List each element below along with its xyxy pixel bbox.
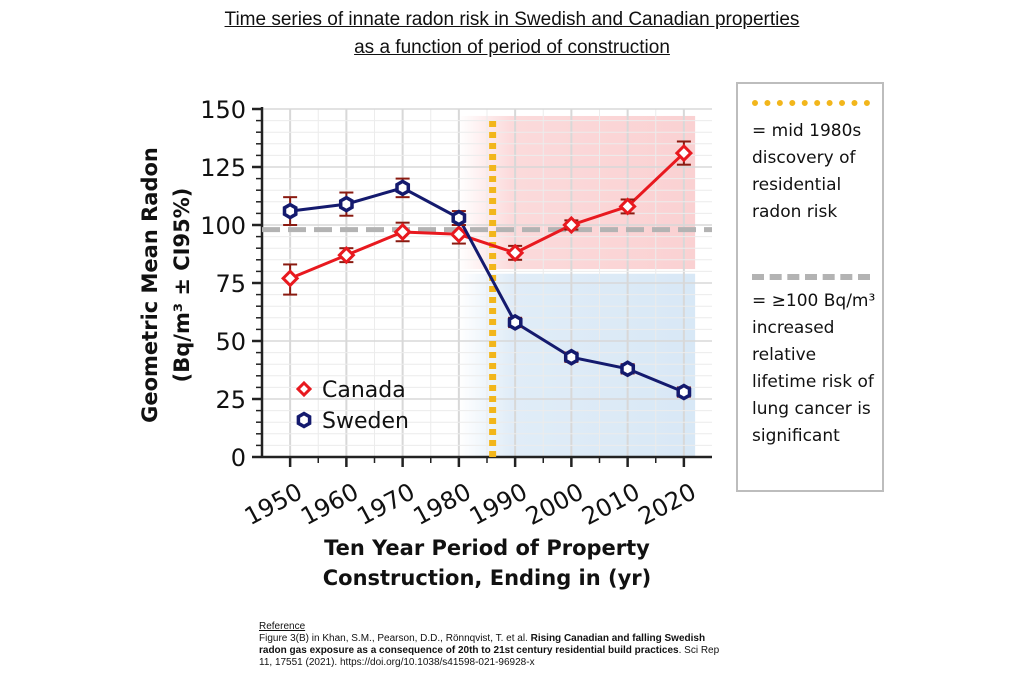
orange-key-text: = mid 1980s discovery of residential rad… [752,121,862,222]
x-tick-label: 1980 [409,478,476,531]
sweden-point [451,209,467,227]
canada-point [393,222,412,242]
y-axis-title-line-2: (Bq/m³ ± CI95%) [170,188,194,383]
y-tick-label: 125 [200,154,246,182]
title-line-2: as a function of period of construction [354,37,670,58]
x-tick-label: 2010 [577,478,644,531]
sweden-point [507,313,523,331]
reference-citation: Reference Figure 3(B) in Khan, S.M., Pea… [259,621,729,669]
y-tick-label: 50 [215,328,246,356]
reference-paper-title: Rising Canadian and falling Swedish rado… [259,633,706,656]
sweden-point [563,348,579,366]
y-tick-label: 0 [231,444,246,472]
canada-point [449,225,468,244]
reference-label: Reference [259,621,306,632]
x-tick-label: 2000 [521,478,588,531]
title-line-1: Time series of innate radon risk in Swed… [224,9,800,30]
chart-title: Time series of innate radon risk in Swed… [0,6,1024,62]
grey-key-text: = ≥100 Bq/m³ increased relative lifetime… [752,291,876,446]
canada-point [618,197,637,216]
sweden-point [338,195,354,213]
canada-point [562,215,581,235]
x-axis-title-line-1: Ten Year Period of Property [324,536,650,560]
x-tick-label: 1950 [240,478,307,531]
reference-key-box: = mid 1980s discovery of residential rad… [736,82,884,492]
y-tick-label: 100 [200,212,246,240]
x-tick-label: 2020 [634,478,701,531]
radon-line-chart: Canada Sweden 0 25 50 75 100 125 150 19501960197… [138,96,712,590]
canada-point [674,143,693,163]
x-tick-label: 1960 [296,478,363,531]
sweden-point [282,202,298,220]
reference-suffix: . Sci Rep 11, 17551 (2021). https://doi.… [259,645,720,668]
sweden-point [676,383,692,401]
canada-series-line [289,151,685,280]
canada-legend-label: Canada [322,378,406,403]
canada-point [337,246,356,265]
sweden-legend-marker [296,411,312,429]
reference-body: Figure 3(B) in Khan, S.M., Pearson, D.D.… [259,633,719,668]
sweden-legend-label: Sweden [322,409,409,434]
x-tick-label: 1990 [465,478,532,531]
canada-point [281,269,300,288]
sweden-series-line [289,186,685,394]
y-tick-label: 150 [200,96,246,124]
reference-prefix: Figure 3(B) in Khan, S.M., Pearson, D.D.… [259,633,531,644]
y-tick-label: 75 [215,270,246,298]
grey-dashed-key-swatch [752,274,870,280]
x-tick-label: 1970 [352,478,419,531]
y-tick-label: 25 [215,386,246,414]
canada-point [506,243,525,262]
canada-legend-marker [295,380,313,398]
sweden-point [395,179,411,197]
sweden-point [620,360,636,378]
y-axis-title-line-1: Geometric Mean Radon [138,147,162,423]
orange-dotted-key-swatch [752,100,870,106]
x-axis-title-line-2: Construction, Ending in (yr) [323,566,652,590]
